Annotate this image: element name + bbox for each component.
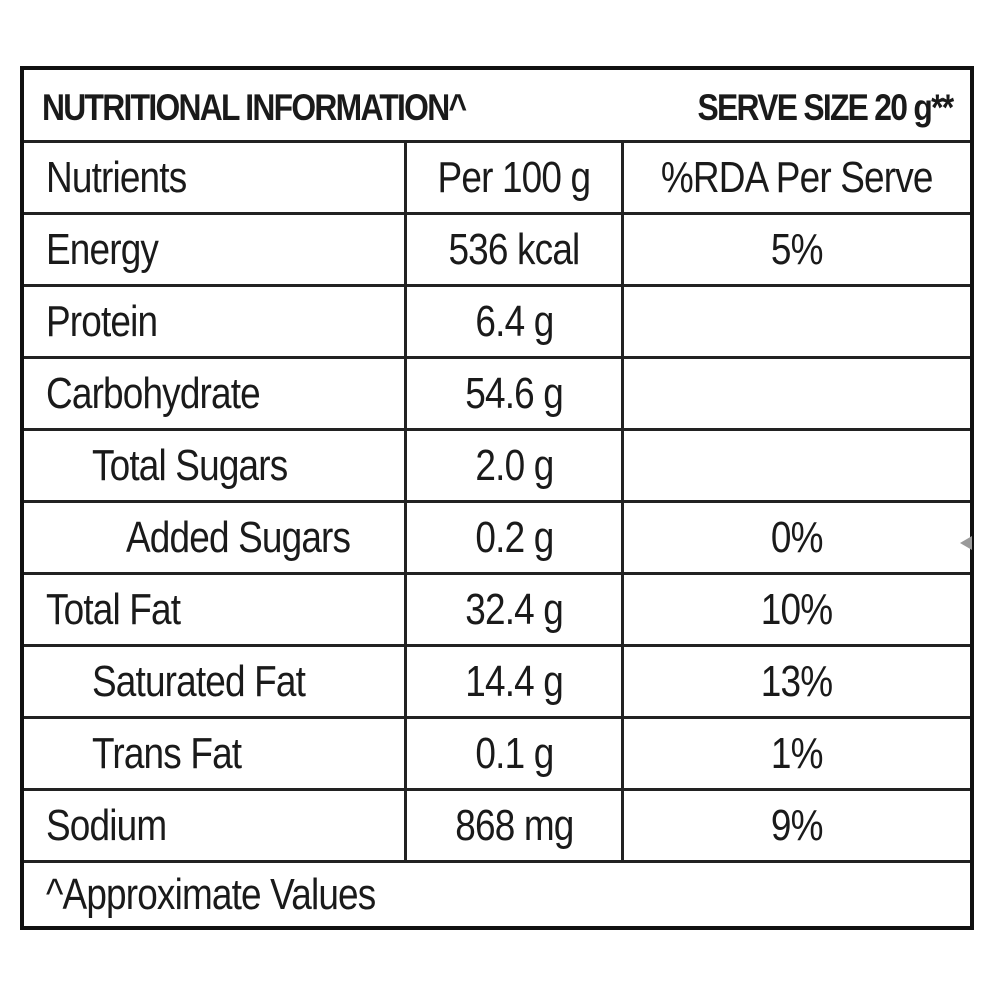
table-footer: ^Approximate Values xyxy=(24,864,970,926)
column-header-per-100g: Per 100 g xyxy=(407,143,624,212)
nutrient-name: Total Sugars xyxy=(24,431,407,500)
table-row: Total Fat 32.4 g 10% xyxy=(24,575,970,647)
nutrient-name: Sodium xyxy=(24,791,407,860)
rda-value xyxy=(624,431,970,500)
table-row: Energy 536 kcal 5% xyxy=(24,215,970,287)
rda-value: 13% xyxy=(761,656,833,706)
triangle-marker-icon xyxy=(960,536,972,550)
nutrient-name: Energy xyxy=(24,215,407,284)
per-100g-value: 54.6 g xyxy=(407,359,624,428)
rda-value: 5% xyxy=(771,224,824,274)
rda-value: 1% xyxy=(771,728,824,778)
table-row: Protein 6.4 g xyxy=(24,287,970,359)
table-title: NUTRITIONAL INFORMATION^ xyxy=(42,87,467,128)
column-header-rda: %RDA Per Serve xyxy=(661,152,934,202)
nutrient-name: Carbohydrate xyxy=(24,359,407,428)
rda-value: 9% xyxy=(771,800,824,850)
nutrient-name: Saturated Fat xyxy=(24,647,407,716)
table-row: Added Sugars 0.2 g 0% xyxy=(24,503,970,575)
per-100g-value: 0.1 g xyxy=(407,719,624,788)
column-header-row: Nutrients Per 100 g %RDA Per Serve xyxy=(24,143,970,215)
table-row: Sodium 868 mg 9% xyxy=(24,791,970,863)
table-body: Nutrients Per 100 g %RDA Per Serve Energ… xyxy=(24,143,970,863)
per-100g-value: 14.4 g xyxy=(407,647,624,716)
serve-size: SERVE SIZE 20 g** xyxy=(697,87,954,128)
per-100g-value: 536 kcal xyxy=(407,215,624,284)
nutrient-name: Total Fat xyxy=(24,575,407,644)
rda-value: 10% xyxy=(761,584,833,634)
nutrient-name: Added Sugars xyxy=(24,503,407,572)
nutrient-name: Trans Fat xyxy=(24,719,407,788)
nutrient-name: Protein xyxy=(24,287,407,356)
per-100g-value: 32.4 g xyxy=(407,575,624,644)
per-100g-value: 2.0 g xyxy=(407,431,624,500)
table-row: Saturated Fat 14.4 g 13% xyxy=(24,647,970,719)
column-header-nutrients: Nutrients xyxy=(24,143,407,212)
rda-value: 0% xyxy=(771,512,824,562)
rda-value xyxy=(624,359,970,428)
rda-value xyxy=(624,287,970,356)
table-header: NUTRITIONAL INFORMATION^ SERVE SIZE 20 g… xyxy=(24,70,970,143)
table-row: Carbohydrate 54.6 g xyxy=(24,359,970,431)
per-100g-value: 868 mg xyxy=(407,791,624,860)
nutrition-table: NUTRITIONAL INFORMATION^ SERVE SIZE 20 g… xyxy=(20,66,974,930)
table-row: Total Sugars 2.0 g xyxy=(24,431,970,503)
table-row: Trans Fat 0.1 g 1% xyxy=(24,719,970,791)
footnote: ^Approximate Values xyxy=(46,870,376,919)
per-100g-value: 0.2 g xyxy=(407,503,624,572)
per-100g-value: 6.4 g xyxy=(407,287,624,356)
